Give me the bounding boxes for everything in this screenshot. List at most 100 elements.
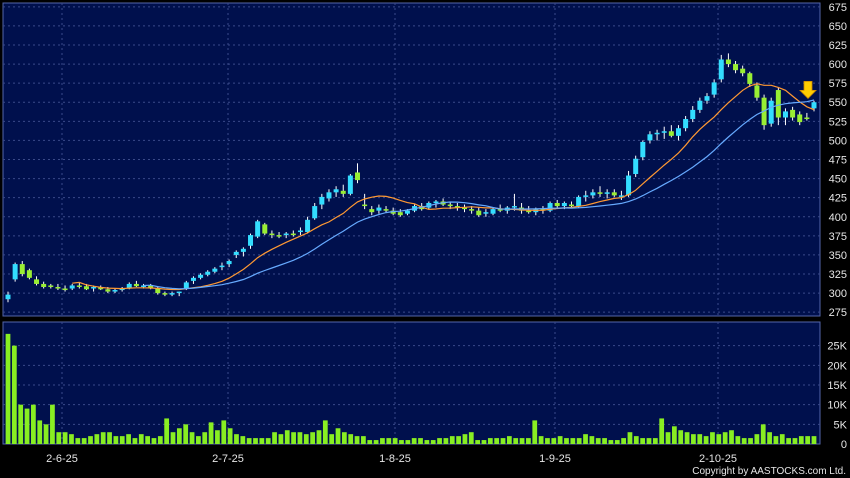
volume-bar — [697, 434, 703, 444]
x-tick-label: 2-6-25 — [46, 453, 78, 465]
volume-bar — [487, 438, 493, 444]
candle-body — [41, 283, 47, 287]
volume-bar — [81, 438, 87, 444]
candle-body — [5, 294, 11, 300]
candle-body — [668, 131, 674, 136]
volume-bar — [513, 438, 519, 444]
volume-bar — [62, 432, 68, 444]
volume-bar — [278, 434, 284, 444]
candle-body — [626, 175, 632, 196]
y-tick-label: 675 — [829, 2, 847, 14]
volume-bar — [132, 438, 138, 444]
candle-body — [704, 96, 710, 101]
candle-body — [176, 291, 182, 294]
candle-body — [511, 206, 517, 208]
volume-bar — [259, 438, 265, 444]
volume-bar — [456, 436, 461, 444]
y-axis-labels: 675 650 625 600 575 550 525 500 475 450 425 400 375 3… — [829, 2, 847, 319]
y-tick-label: 375 — [829, 231, 847, 243]
candle-body — [162, 293, 168, 295]
candle-body — [376, 207, 382, 211]
volume-bar — [779, 434, 785, 444]
candle-body — [333, 189, 339, 193]
candle-body — [369, 209, 375, 213]
candle-body — [312, 206, 318, 219]
volume-bar — [69, 434, 74, 444]
volume-bar — [392, 438, 398, 444]
candle-body — [711, 82, 717, 95]
volume-bar — [31, 404, 36, 444]
volume-bar — [576, 438, 582, 444]
volume-bar — [297, 432, 303, 444]
candle-body — [597, 192, 603, 194]
candle-body — [76, 285, 82, 287]
candle-body — [461, 207, 467, 210]
y-tick-label: 625 — [829, 40, 847, 52]
x-tick-label: 1-8-25 — [379, 453, 411, 465]
candle-body — [91, 286, 97, 289]
candle-body — [205, 271, 211, 275]
candle-body — [804, 117, 810, 120]
volume-bar — [94, 434, 100, 444]
candle-body — [48, 285, 54, 287]
volume-bars — [5, 333, 817, 444]
volume-bar — [291, 432, 296, 444]
candle-body — [34, 279, 40, 284]
volume-bar — [50, 404, 55, 444]
volume-bar — [608, 440, 614, 444]
ma-long-line — [143, 99, 815, 290]
volume-bar — [170, 432, 176, 444]
volume-bar — [405, 440, 411, 444]
volume-bar — [602, 438, 607, 444]
volume-bar — [373, 440, 379, 444]
volume-bar — [792, 438, 798, 444]
volume-bar — [519, 438, 525, 444]
candle-body — [83, 286, 89, 290]
volume-bar — [767, 432, 772, 444]
candle-body — [654, 132, 660, 135]
volume-bar — [538, 436, 544, 444]
y-tick-label: 650 — [829, 21, 847, 33]
volume-axis-labels: 25K 20K 15K 10K 5K 0 — [827, 341, 847, 451]
candle-body — [811, 102, 817, 109]
candle-body — [276, 235, 282, 237]
volume-bar — [722, 432, 728, 444]
volume-tick-label: 25K — [827, 341, 847, 353]
volume-bar — [246, 438, 252, 444]
candle-body — [69, 285, 75, 289]
candle-body — [12, 264, 18, 280]
volume-bar — [430, 440, 436, 444]
candle-body — [476, 210, 482, 216]
y-tick-label: 350 — [829, 250, 847, 262]
signal-arrow-shape — [799, 81, 817, 99]
candle-body — [283, 233, 289, 236]
volume-bar — [310, 432, 316, 444]
volume-tick-label: 15K — [827, 380, 847, 392]
candle-body — [633, 158, 639, 175]
volume-bar — [589, 436, 595, 444]
candle-body — [782, 111, 788, 118]
volume-bar — [640, 438, 646, 444]
volume-bar — [335, 428, 341, 444]
volume-bar — [322, 420, 328, 444]
candle-body — [618, 195, 624, 197]
volume-bar — [354, 436, 360, 444]
volume-bar — [107, 432, 112, 444]
candle-body — [347, 175, 353, 194]
volume-bar — [75, 438, 81, 444]
y-tick-label: 425 — [829, 193, 847, 205]
volume-bar — [735, 436, 741, 444]
candle-body — [490, 209, 496, 214]
volume-bar — [145, 436, 151, 444]
candle-body — [340, 190, 346, 194]
volume-bar — [729, 430, 734, 444]
y-tick-label: 550 — [829, 97, 847, 109]
candle-body — [319, 196, 325, 205]
y-tick-label: 400 — [829, 212, 847, 224]
volume-bar — [151, 438, 157, 444]
volume-tick-label: 5K — [834, 419, 848, 431]
volume-bar — [805, 436, 811, 444]
candle-body — [383, 209, 389, 211]
volume-bar — [659, 418, 665, 444]
